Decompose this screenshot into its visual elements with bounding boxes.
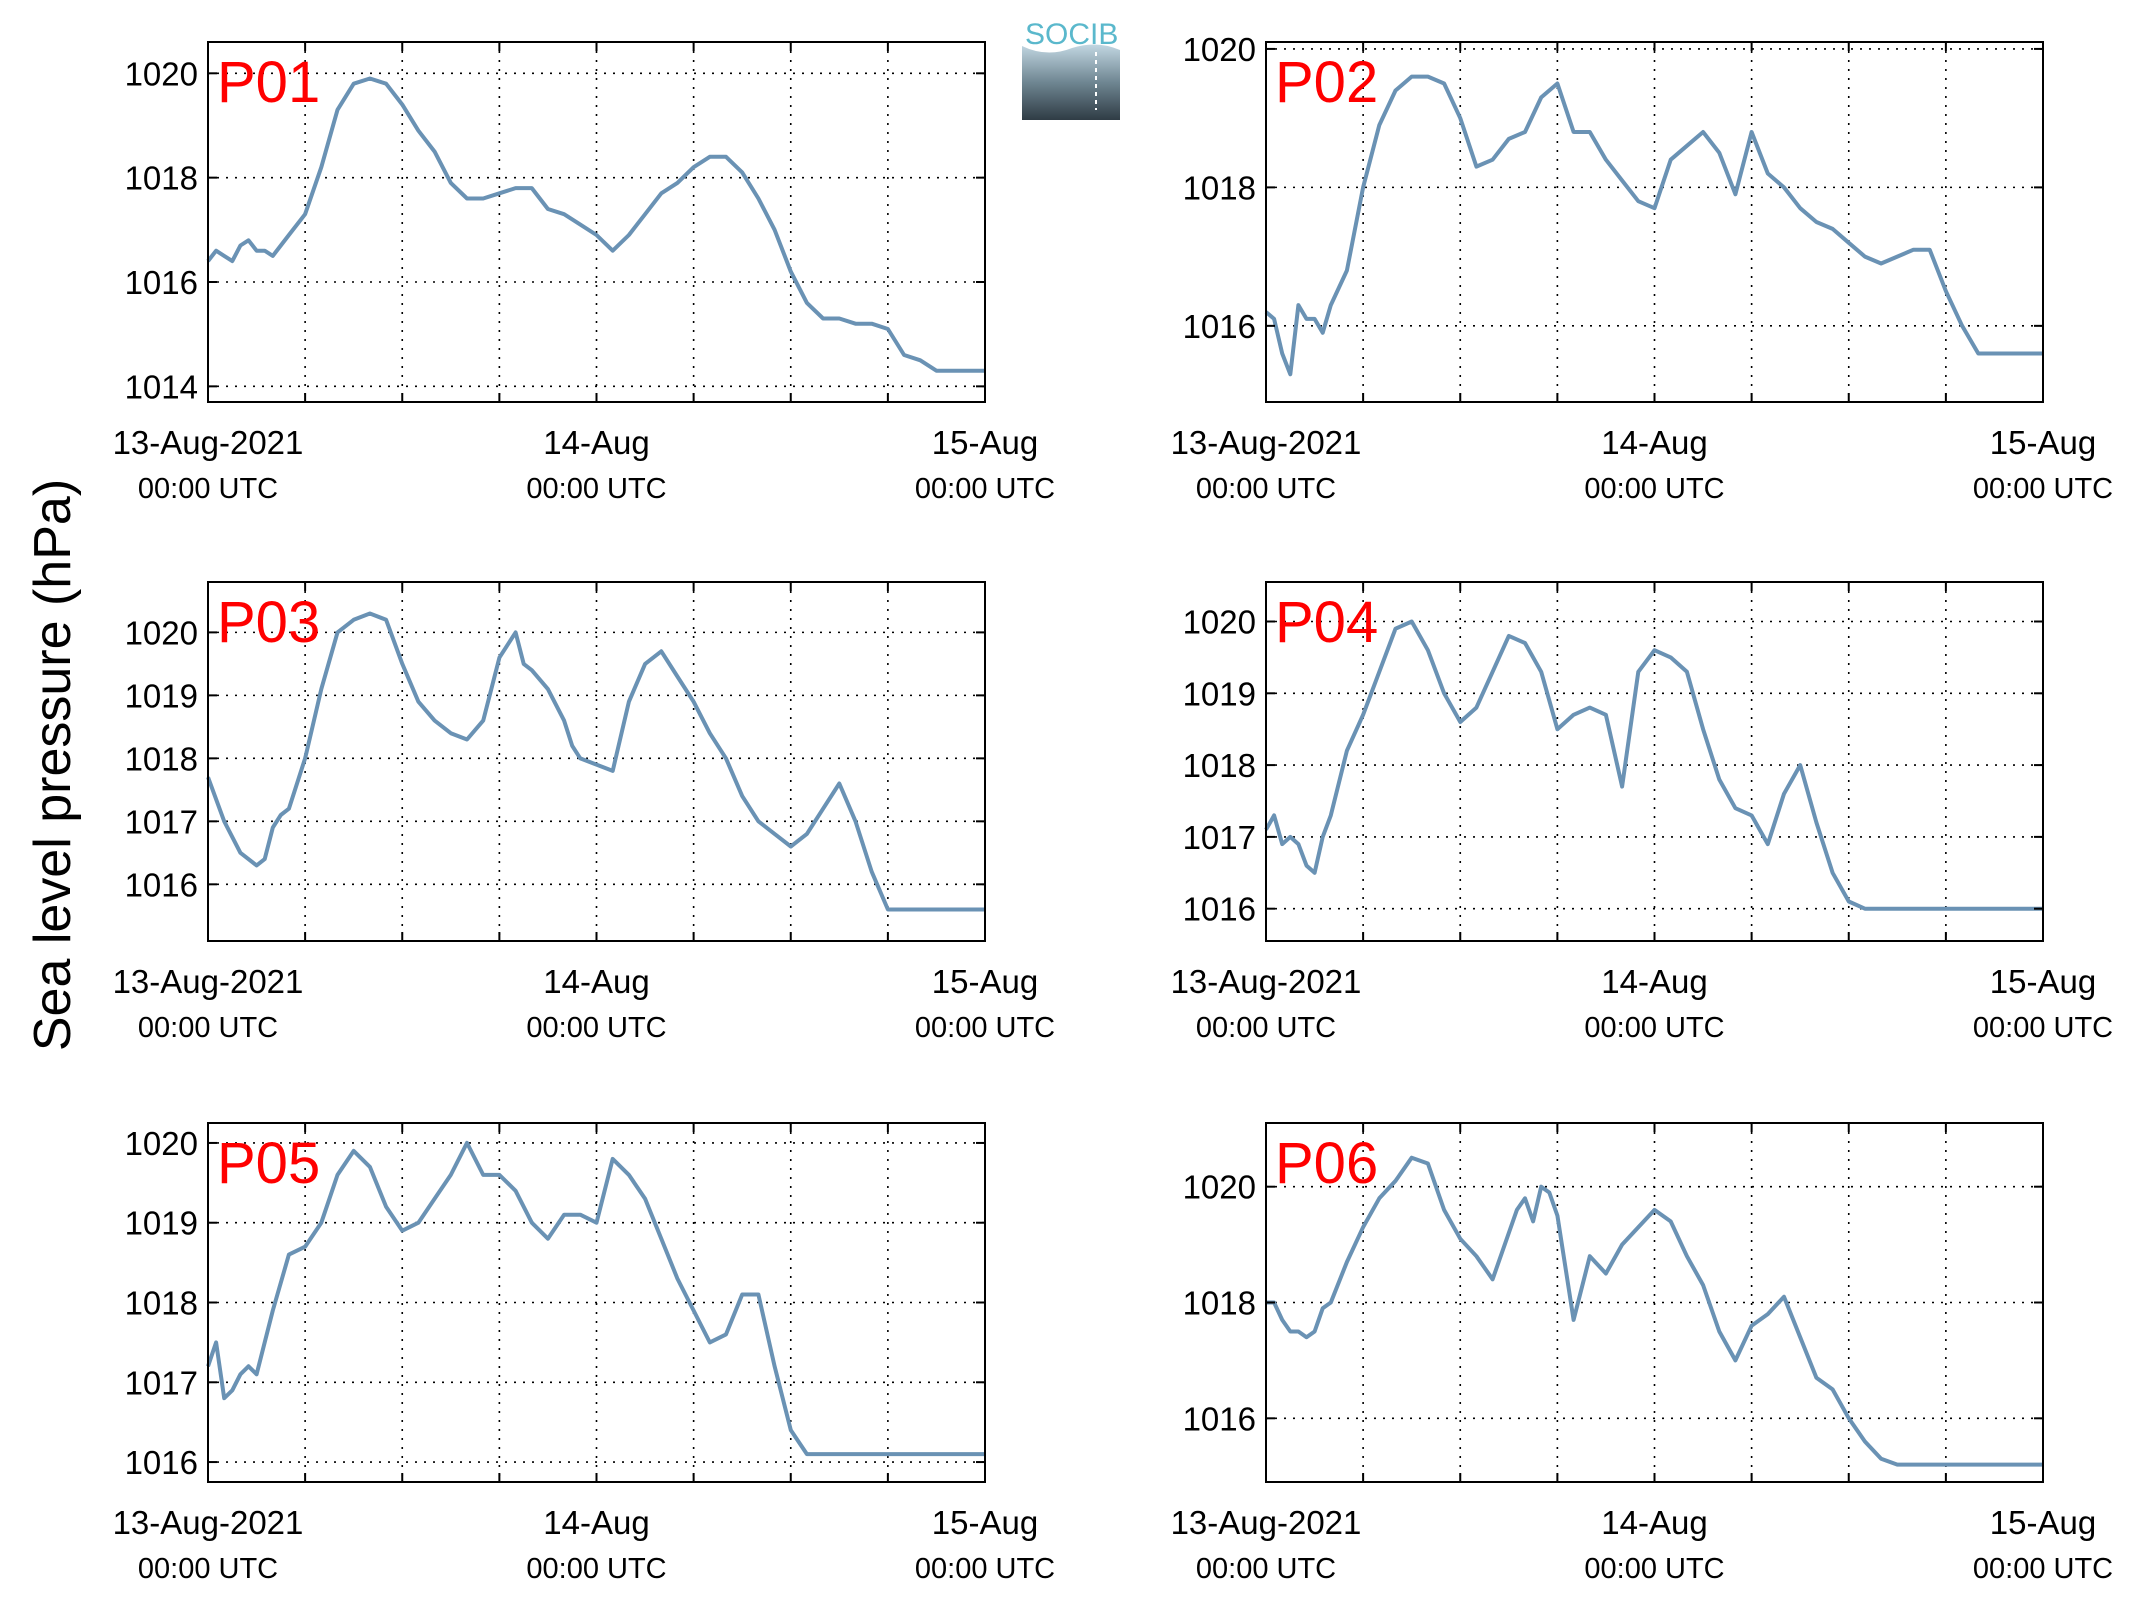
x-tick-label: 13-Aug-2021 <box>1171 424 1362 461</box>
x-tick-sublabel: 00:00 UTC <box>526 1012 666 1044</box>
y-tick-label: 1019 <box>1183 675 1256 712</box>
y-tick-label: 1017 <box>1183 819 1256 856</box>
x-tick-label: 13-Aug-2021 <box>1171 1504 1362 1541</box>
panel-label: P02 <box>1275 50 1378 115</box>
y-tick-label: 1018 <box>1183 169 1256 206</box>
y-tick-label: 1020 <box>1183 603 1256 640</box>
panel-p04: 1016 1017 1018 1019 1020 13-Aug-2021 00:00 UTC… <box>1171 581 2113 1044</box>
y-tick-label: 1019 <box>125 677 198 714</box>
y-tick-label: 1018 <box>125 1285 198 1322</box>
y-tick-label: 1016 <box>1183 1400 1256 1437</box>
panel-p01: 1014 1016 1018 1020 13-Aug-2021 00:00 UTC 14-A… <box>113 41 1055 505</box>
series-line <box>206 611 985 912</box>
y-tick-label: 1020 <box>125 1125 198 1162</box>
y-tick-label: 1020 <box>125 614 198 651</box>
series-line <box>1264 619 2043 911</box>
x-tick-sublabel: 00:00 UTC <box>915 1012 1055 1044</box>
y-tick-label: 1014 <box>125 368 198 405</box>
x-tick-label: 13-Aug-2021 <box>1171 963 1362 1000</box>
panel-p02: 1016 1018 1020 13-Aug-2021 00:00 UTC 14-Aug 00… <box>1171 31 2114 505</box>
series-line <box>1266 1155 2043 1467</box>
panel-label: P01 <box>217 50 320 115</box>
x-tick-label: 14-Aug <box>543 963 649 1000</box>
x-tick-label: 14-Aug <box>543 1504 649 1541</box>
y-tick-label: 1016 <box>125 264 198 301</box>
y-tick-label: 1017 <box>125 1364 198 1401</box>
x-tick-label: 14-Aug <box>1601 1504 1707 1541</box>
y-tick-label: 1020 <box>1183 1169 1256 1206</box>
y-tick-label: 1019 <box>125 1205 198 1242</box>
series-line <box>1264 74 2043 377</box>
y-tick-label: 1017 <box>125 803 198 840</box>
socib-logo-text: SOCIB <box>1025 18 1118 51</box>
x-tick-label: 13-Aug-2021 <box>113 424 304 461</box>
x-tick-sublabel: 00:00 UTC <box>138 1553 278 1585</box>
y-tick-label: 1016 <box>1183 891 1256 928</box>
x-tick-label: 15-Aug <box>932 1504 1038 1541</box>
y-tick-label: 1018 <box>125 160 198 197</box>
x-tick-sublabel: 00:00 UTC <box>1584 473 1724 505</box>
y-tick-label: 1016 <box>1183 308 1256 345</box>
x-tick-sublabel: 00:00 UTC <box>1584 1012 1724 1044</box>
x-tick-sublabel: 00:00 UTC <box>1196 1553 1336 1585</box>
x-tick-label: 15-Aug <box>932 963 1038 1000</box>
x-tick-label: 13-Aug-2021 <box>113 963 304 1000</box>
x-tick-label: 15-Aug <box>1990 424 2096 461</box>
panel-label: P06 <box>1275 1131 1378 1196</box>
y-tick-label: 1020 <box>125 55 198 92</box>
x-tick-label: 13-Aug-2021 <box>113 1504 304 1541</box>
y-tick-label: 1020 <box>1183 31 1256 68</box>
panel-p05: 1016 1017 1018 1019 1020 13-Aug-2021 00:00 UTC… <box>113 1122 1055 1585</box>
x-tick-sublabel: 00:00 UTC <box>526 473 666 505</box>
panel-label: P05 <box>217 1131 320 1196</box>
y-tick-label: 1018 <box>1183 1285 1256 1322</box>
x-tick-sublabel: 00:00 UTC <box>1196 473 1336 505</box>
y-tick-label: 1016 <box>125 1444 198 1481</box>
x-tick-label: 14-Aug <box>1601 963 1707 1000</box>
panel-label: P04 <box>1275 590 1378 655</box>
x-tick-label: 15-Aug <box>932 424 1038 461</box>
x-tick-label: 15-Aug <box>1990 963 2096 1000</box>
socib-logo: SOCIB <box>1022 18 1120 120</box>
x-tick-sublabel: 00:00 UTC <box>526 1553 666 1585</box>
y-axis-label: Sea level pressure (hPa) <box>24 479 82 1051</box>
axes-frame <box>1265 581 2044 942</box>
x-tick-label: 14-Aug <box>1601 424 1707 461</box>
x-tick-sublabel: 00:00 UTC <box>915 1553 1055 1585</box>
x-tick-sublabel: 00:00 UTC <box>915 473 1055 505</box>
series-line <box>206 76 985 373</box>
x-tick-label: 14-Aug <box>543 424 649 461</box>
x-tick-sublabel: 00:00 UTC <box>1584 1553 1724 1585</box>
x-tick-sublabel: 00:00 UTC <box>1973 473 2113 505</box>
x-tick-sublabel: 00:00 UTC <box>1973 1553 2113 1585</box>
x-tick-sublabel: 00:00 UTC <box>138 473 278 505</box>
panel-label: P03 <box>217 590 320 655</box>
x-tick-label: 15-Aug <box>1990 1504 2096 1541</box>
panel-p06: 1016 1018 1020 13-Aug-2021 00:00 UTC 14-Aug 00… <box>1171 1122 2113 1585</box>
x-tick-sublabel: 00:00 UTC <box>138 1012 278 1044</box>
panel-p03: 1016 1017 1018 1019 1020 13-Aug-2021 00:00 UTC… <box>113 581 1055 1044</box>
series-line <box>206 1140 985 1457</box>
x-tick-sublabel: 00:00 UTC <box>1973 1012 2113 1044</box>
x-tick-sublabel: 00:00 UTC <box>1196 1012 1336 1044</box>
y-tick-label: 1018 <box>125 740 198 777</box>
y-tick-label: 1016 <box>125 866 198 903</box>
y-tick-label: 1018 <box>1183 747 1256 784</box>
axes-frame <box>207 581 986 942</box>
